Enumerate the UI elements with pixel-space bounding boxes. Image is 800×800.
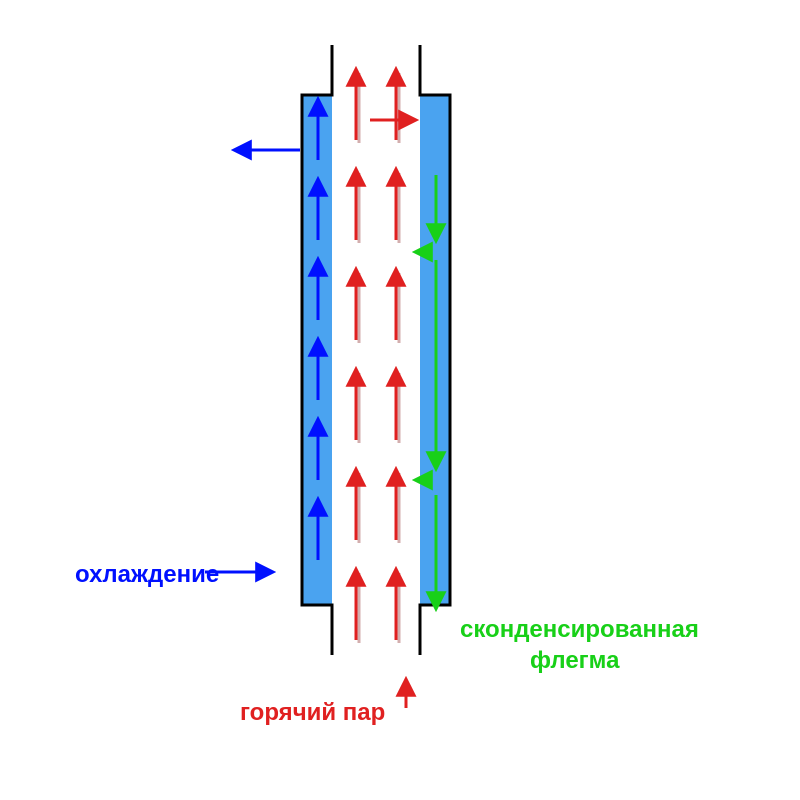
label-cooling: охлаждение [75, 561, 219, 588]
label-hot-vapor: горячий пар [240, 699, 385, 726]
cooling-jackets [302, 95, 450, 605]
label-phlegm-2: флегма [530, 647, 620, 674]
vapor-arrows [356, 70, 415, 708]
dephlegmator-diagram: охлаждение горячий пар сконденсированная… [0, 0, 800, 800]
label-phlegm-1: сконденсированная [460, 616, 699, 643]
